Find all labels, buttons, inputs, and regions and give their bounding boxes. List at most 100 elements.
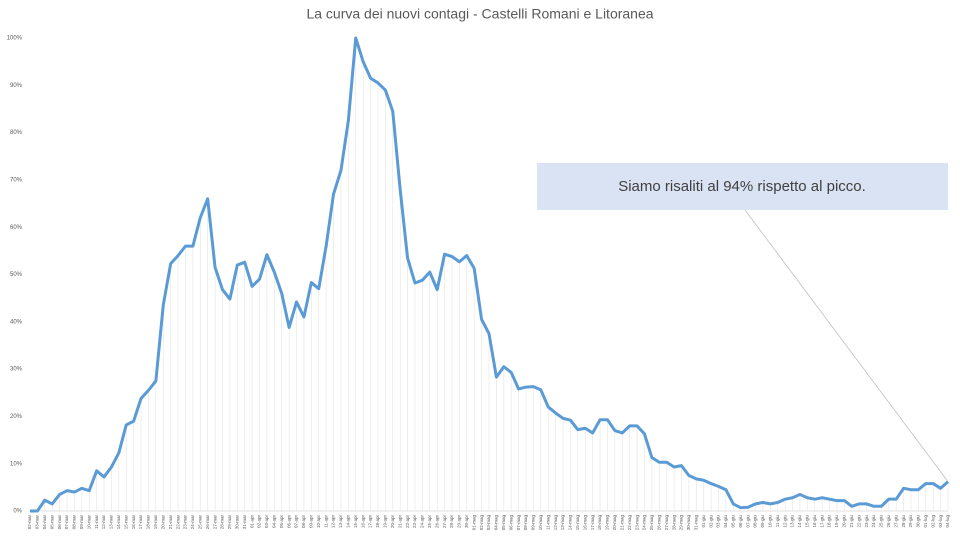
x-tick-label: 01-apr bbox=[249, 515, 254, 529]
y-tick-label: 10% bbox=[10, 461, 23, 467]
x-tick-label: 20-mag bbox=[612, 515, 617, 531]
x-tick-label: 28-mag bbox=[671, 515, 676, 531]
x-tick-label: 15-mag bbox=[575, 515, 580, 531]
x-tick-label: 10-mar bbox=[86, 515, 91, 530]
x-tick-label: 01-lug bbox=[923, 515, 928, 528]
x-tick-label: 04-lug bbox=[945, 515, 950, 528]
x-tick-label: 11-mar bbox=[94, 515, 99, 529]
y-tick-label: 20% bbox=[10, 414, 23, 420]
y-tick-label: 100% bbox=[7, 36, 23, 42]
chart-title: La curva dei nuovi contagi - Castelli Ro… bbox=[306, 6, 653, 22]
x-tick-label: 27-mar bbox=[212, 515, 217, 530]
x-tick-label: 29-apr bbox=[457, 515, 462, 529]
x-tick-label: 04-apr bbox=[271, 515, 276, 529]
x-tick-label: 26-apr bbox=[434, 515, 439, 529]
x-tick-label: 05-mar bbox=[49, 515, 54, 530]
x-tick-label: 24-giu bbox=[871, 515, 876, 528]
x-tick-label: 11-giu bbox=[775, 515, 780, 528]
plot-area: 0%10%20%30%40%50%60%70%80%90%100%02-mar 0… bbox=[7, 36, 951, 531]
x-tick-label: 29-mag bbox=[679, 515, 684, 531]
y-tick-label: 0% bbox=[13, 509, 22, 515]
x-tick-label: 18-mag bbox=[597, 515, 602, 531]
x-tick-label: 17-mar bbox=[138, 515, 143, 530]
x-tick-label: 21-giu bbox=[849, 515, 854, 528]
x-tick-label: 22-mag bbox=[627, 515, 632, 531]
x-tick-label: 01-mag bbox=[471, 515, 476, 531]
x-tick-label: 16-giu bbox=[812, 515, 817, 528]
x-tick-label: 29-mar bbox=[227, 515, 232, 530]
x-tick-label: 04-giu bbox=[723, 515, 728, 528]
x-tick-label: 12-mag bbox=[553, 515, 558, 531]
x-tick-label: 22-apr bbox=[405, 515, 410, 529]
x-tick-label: 24-mag bbox=[642, 515, 647, 531]
y-tick-label: 60% bbox=[10, 225, 23, 231]
x-tick-label: 30-apr bbox=[464, 515, 469, 529]
x-tick-label: 27-giu bbox=[893, 515, 898, 528]
x-tick-label: 08-apr bbox=[301, 515, 306, 529]
x-tick-label: 04-mag bbox=[494, 515, 499, 531]
x-tick-label: 22-giu bbox=[856, 515, 861, 528]
x-tick-label: 27-apr bbox=[442, 515, 447, 529]
x-tick-label: 02-giu bbox=[708, 515, 713, 528]
x-tick-label: 20-mar bbox=[160, 515, 165, 530]
x-tick-label: 03-apr bbox=[264, 515, 269, 529]
x-tick-label: 20-apr bbox=[390, 515, 395, 529]
x-tick-label: 05-giu bbox=[730, 515, 735, 528]
x-tick-label: 20-giu bbox=[842, 515, 847, 528]
x-tick-label: 24-apr bbox=[420, 515, 425, 529]
x-tick-label: 21-mag bbox=[619, 515, 624, 531]
x-tick-label: 06-giu bbox=[738, 515, 743, 528]
x-tick-label: 14-mar bbox=[116, 515, 121, 530]
x-tick-label: 14-apr bbox=[346, 515, 351, 529]
x-tick-label: 25-mag bbox=[649, 515, 654, 531]
x-tick-label: 26-giu bbox=[886, 515, 891, 528]
x-tick-label: 09-mag bbox=[531, 515, 536, 531]
y-tick-label: 50% bbox=[10, 272, 23, 278]
annotation-box bbox=[537, 163, 948, 210]
x-tick-label: 03-mar bbox=[35, 515, 40, 530]
x-tick-label: 08-mag bbox=[523, 515, 528, 531]
data-line bbox=[30, 36, 950, 513]
x-tick-label: 24-mar bbox=[190, 515, 195, 530]
annotation: Siamo risaliti al 94% rispetto al picco. bbox=[618, 178, 866, 195]
x-tick-label: 02-mag bbox=[479, 515, 484, 531]
x-tick-label: 28-apr bbox=[449, 515, 454, 529]
x-tick-label: 05-mag bbox=[501, 515, 506, 531]
x-tick-label: 13-mar bbox=[109, 515, 114, 530]
x-tick-label: 15-giu bbox=[805, 515, 810, 528]
x-tick-label: 01-giu bbox=[701, 515, 706, 528]
x-tick-label: 23-mar bbox=[183, 515, 188, 530]
x-tick-label: 17-apr bbox=[368, 515, 373, 529]
x-tick-label: 30-giu bbox=[916, 515, 921, 528]
x-tick-label: 21-apr bbox=[397, 515, 402, 529]
annotation-leader bbox=[744, 209, 949, 482]
y-tick-label: 70% bbox=[10, 177, 23, 183]
x-tick-label: 13-apr bbox=[338, 515, 343, 529]
x-tick-label: 03-mag bbox=[486, 515, 491, 531]
x-tick-label: 23-mag bbox=[634, 515, 639, 531]
x-tick-label: 25-giu bbox=[879, 515, 884, 528]
x-tick-label: 21-mar bbox=[168, 515, 173, 530]
x-tick-label: 18-apr bbox=[375, 515, 380, 529]
x-tick-label: 10-apr bbox=[316, 515, 321, 529]
x-tick-label: 30-mar bbox=[234, 515, 239, 530]
x-tick-label: 18-giu bbox=[827, 515, 832, 528]
x-tick-label: 02-lug bbox=[930, 515, 935, 528]
x-tick-label: 08-giu bbox=[753, 515, 758, 528]
x-tick-label: 03-lug bbox=[938, 515, 943, 528]
x-tick-label: 22-mar bbox=[175, 515, 180, 530]
x-tick-label: 06-mar bbox=[57, 515, 62, 530]
x-tick-label: 25-apr bbox=[427, 515, 432, 529]
x-tick-label: 09-giu bbox=[760, 515, 765, 528]
x-tick-label: 26-mag bbox=[656, 515, 661, 531]
x-tick-label: 16-apr bbox=[360, 515, 365, 529]
x-tick-label: 26-mar bbox=[205, 515, 210, 530]
x-tick-label: 10-giu bbox=[768, 515, 773, 528]
x-tick-label: 31-mar bbox=[242, 515, 247, 530]
x-tick-label: 12-apr bbox=[331, 515, 336, 529]
x-tick-label: 12-giu bbox=[782, 515, 787, 528]
x-tick-label: 03-giu bbox=[716, 515, 721, 528]
y-tick-label: 80% bbox=[10, 130, 23, 136]
